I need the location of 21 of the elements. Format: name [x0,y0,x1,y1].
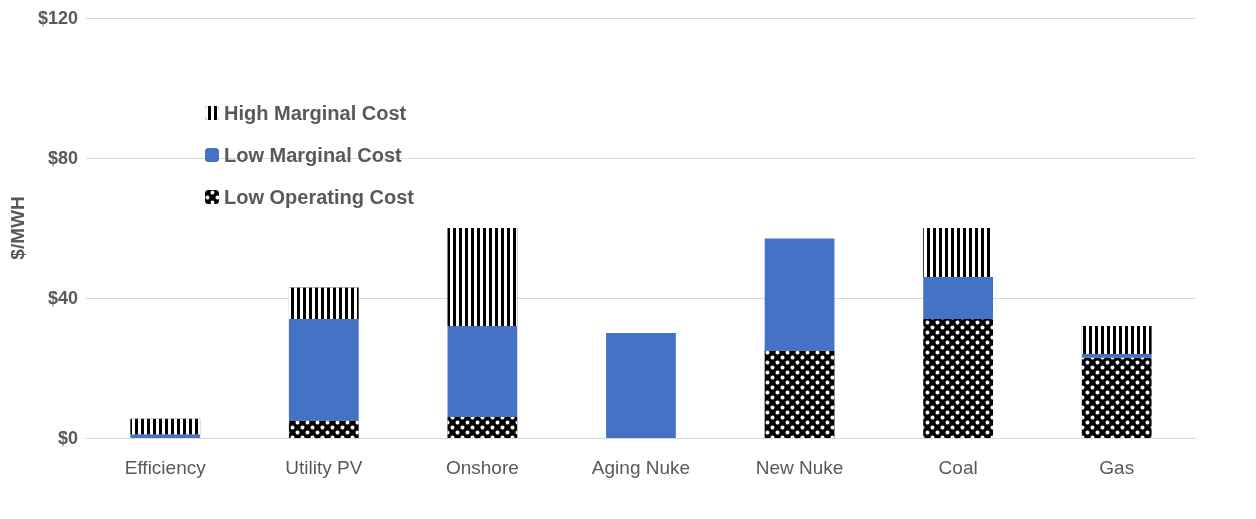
x-tick-label: Coal [938,457,978,478]
bar [447,326,518,417]
y-tick-label: $0 [57,428,78,448]
x-tick-label: Onshore [445,457,519,478]
legend-label: Low Operating Cost [224,186,415,208]
y-tick-label: $40 [47,288,78,308]
y-tick-label: $120 [37,8,78,28]
bar [288,319,359,421]
legend-label: High Marginal Cost [224,102,407,124]
y-tick-label: $80 [47,148,78,168]
bar [923,277,994,319]
bar [764,238,835,351]
bar [1081,354,1152,358]
y-axis-title: $/MWH [7,196,28,260]
x-tick-label: Aging Nuke [591,457,691,478]
x-tick-label: Gas [1099,457,1135,478]
x-tick-label: New Nuke [755,457,844,478]
x-tick-label: Efficiency [124,457,207,478]
legend-label: Low Marginal Cost [224,144,403,166]
x-tick-label: Utility PV [285,457,363,478]
bar [606,333,676,438]
